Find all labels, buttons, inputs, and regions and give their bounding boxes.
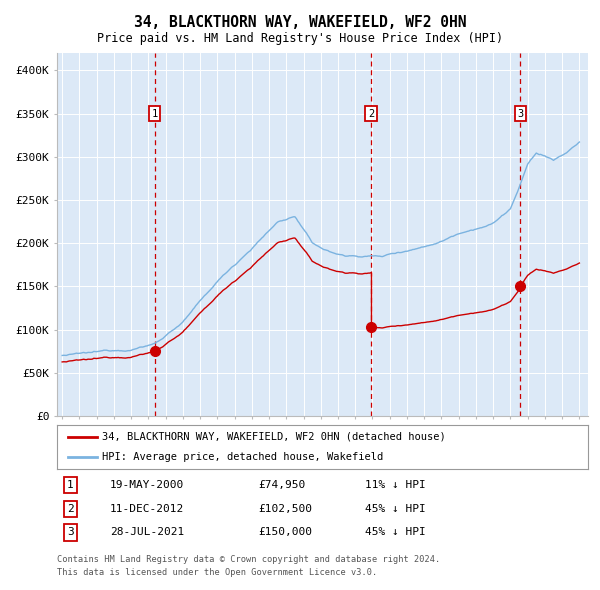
Text: 28-JUL-2021: 28-JUL-2021 [110,527,184,537]
Text: £74,950: £74,950 [259,480,306,490]
Text: 19-MAY-2000: 19-MAY-2000 [110,480,184,490]
Text: £150,000: £150,000 [259,527,313,537]
Text: 1: 1 [152,109,158,119]
Text: 34, BLACKTHORN WAY, WAKEFIELD, WF2 0HN: 34, BLACKTHORN WAY, WAKEFIELD, WF2 0HN [134,15,466,30]
Text: 3: 3 [517,109,523,119]
Text: 11-DEC-2012: 11-DEC-2012 [110,504,184,514]
Text: HPI: Average price, detached house, Wakefield: HPI: Average price, detached house, Wake… [102,452,383,462]
Text: £102,500: £102,500 [259,504,313,514]
Text: 11% ↓ HPI: 11% ↓ HPI [365,480,426,490]
Text: Price paid vs. HM Land Registry's House Price Index (HPI): Price paid vs. HM Land Registry's House … [97,32,503,45]
Text: 1: 1 [67,480,74,490]
Text: 3: 3 [67,527,74,537]
Text: 45% ↓ HPI: 45% ↓ HPI [365,504,426,514]
Text: This data is licensed under the Open Government Licence v3.0.: This data is licensed under the Open Gov… [57,568,377,576]
Text: Contains HM Land Registry data © Crown copyright and database right 2024.: Contains HM Land Registry data © Crown c… [57,555,440,563]
Text: 2: 2 [67,504,74,514]
Text: 2: 2 [368,109,374,119]
Text: 45% ↓ HPI: 45% ↓ HPI [365,527,426,537]
Text: 34, BLACKTHORN WAY, WAKEFIELD, WF2 0HN (detached house): 34, BLACKTHORN WAY, WAKEFIELD, WF2 0HN (… [102,432,446,442]
